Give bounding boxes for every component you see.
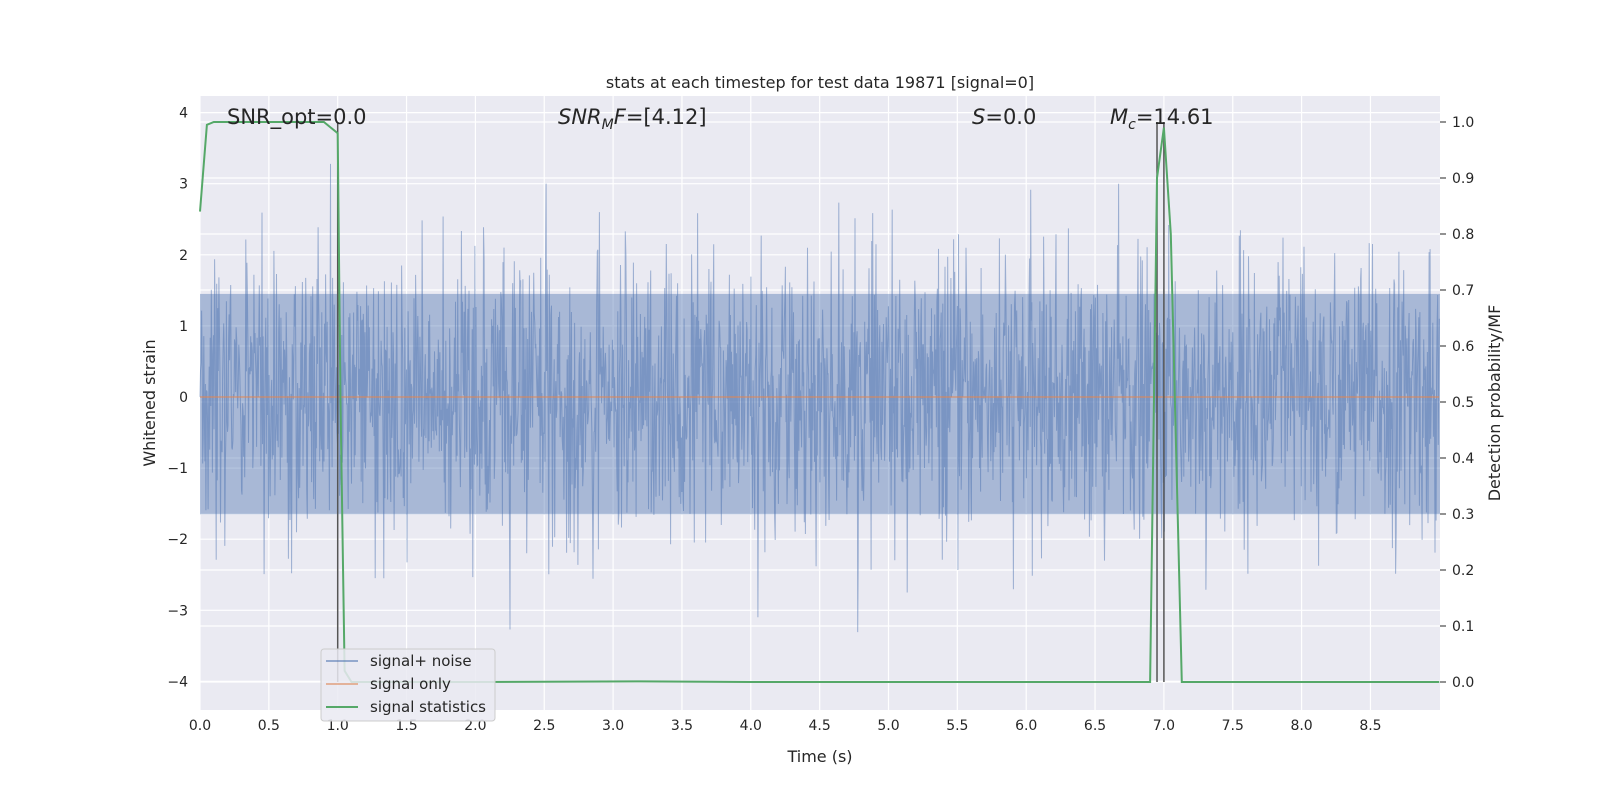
y-right-tick-label: 0.0 bbox=[1452, 675, 1474, 691]
legend-label-statistics: signal statistics bbox=[370, 698, 486, 716]
x-axis-label: Time (s) bbox=[786, 747, 852, 766]
x-tick-label: 7.0 bbox=[1153, 718, 1175, 734]
legend: signal+ noise signal only signal statist… bbox=[320, 648, 496, 722]
x-tick-label: 4.0 bbox=[740, 718, 762, 734]
y-right-tick-label: 0.5 bbox=[1452, 395, 1474, 411]
x-tick-label: 5.0 bbox=[877, 718, 899, 734]
y-tick-label: 3 bbox=[179, 177, 188, 193]
noise-series bbox=[199, 163, 1440, 633]
legend-label-signal: signal only bbox=[370, 675, 451, 693]
y-axis-label-right: Detection probability/MF bbox=[1485, 305, 1504, 502]
x-tick-label: 1.5 bbox=[395, 718, 417, 734]
y-right-tick-label: 0.4 bbox=[1452, 451, 1474, 467]
legend-box bbox=[320, 648, 496, 722]
y-right-tick-label: 0.2 bbox=[1452, 563, 1474, 579]
annotation-mc: Mc=14.61 bbox=[1110, 105, 1214, 133]
y-right-tick-label: 0.9 bbox=[1452, 171, 1474, 187]
annotation-snr-mf: SNRMF=[4.12] bbox=[558, 105, 707, 133]
y-axis-label: Whitened strain bbox=[140, 339, 159, 466]
y-tick-label: −4 bbox=[167, 674, 188, 690]
annotation-snr-opt: SNR_opt=0.0 bbox=[227, 105, 367, 130]
ticks: 0.0 0.5 1.0 1.5 2.0 2.5 3.0 3.5 4.0 4.5 5.0 5.5 6.0 6… bbox=[167, 106, 1474, 734]
x-tick-label: 5.5 bbox=[946, 718, 968, 734]
x-tick-label: 3.0 bbox=[602, 718, 624, 734]
y-right-tick-label: 0.6 bbox=[1452, 339, 1474, 355]
chart-title: stats at each timestep for test data 198… bbox=[606, 73, 1034, 92]
annotation-s: S=0.0 bbox=[972, 105, 1036, 129]
y-tick-label: −1 bbox=[167, 461, 188, 477]
y-tick-label: 0 bbox=[179, 390, 188, 406]
y-tick-label: 4 bbox=[179, 106, 188, 122]
legend-label-noise: signal+ noise bbox=[370, 652, 472, 670]
y-right-tick-label: 0.3 bbox=[1452, 507, 1474, 523]
x-tick-label: 0.0 bbox=[189, 718, 211, 734]
y-right-tick-label: 0.7 bbox=[1452, 283, 1474, 299]
signal-noise-line bbox=[199, 163, 1440, 633]
y-right-tick-label: 0.8 bbox=[1452, 227, 1474, 243]
x-tick-label: 4.5 bbox=[809, 718, 831, 734]
x-tick-label: 0.5 bbox=[258, 718, 280, 734]
x-tick-label: 6.0 bbox=[1015, 718, 1037, 734]
x-tick-label: 2.5 bbox=[533, 718, 555, 734]
x-tick-label: 3.5 bbox=[671, 718, 693, 734]
y-tick-label: −3 bbox=[167, 603, 188, 619]
y-right-tick-label: 1.0 bbox=[1452, 115, 1474, 131]
x-tick-label: 8.5 bbox=[1359, 718, 1381, 734]
y-tick-label: 2 bbox=[179, 248, 188, 264]
y-tick-label: 1 bbox=[179, 319, 188, 335]
y-tick-label: −2 bbox=[167, 532, 188, 548]
signal-noise-band bbox=[200, 293, 1440, 515]
x-tick-label: 2.0 bbox=[464, 718, 486, 734]
x-tick-label: 1.0 bbox=[327, 718, 349, 734]
x-tick-label: 6.5 bbox=[1084, 718, 1106, 734]
x-tick-label: 8.0 bbox=[1290, 718, 1312, 734]
x-tick-label: 7.5 bbox=[1222, 718, 1244, 734]
y-right-tick-label: 0.1 bbox=[1452, 619, 1474, 635]
